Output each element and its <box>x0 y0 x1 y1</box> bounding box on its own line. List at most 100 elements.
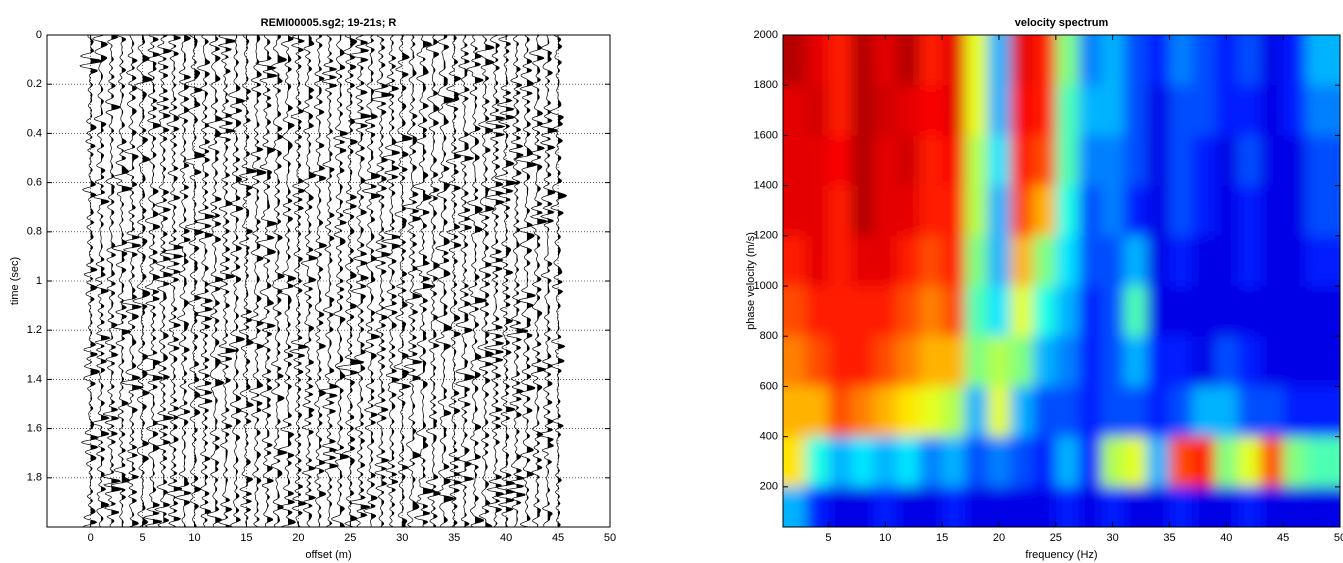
trace <box>183 35 206 527</box>
spectrum-cell <box>1192 336 1216 387</box>
spectrum-cell <box>1078 185 1102 237</box>
spectrum-cell <box>805 486 829 527</box>
spectrum-cell <box>896 386 920 438</box>
y-tick-label: 0.2 <box>27 78 42 90</box>
spectrum-cell <box>1169 185 1193 237</box>
spectrum-cell <box>1305 135 1340 187</box>
trace <box>153 35 175 527</box>
trace <box>335 35 365 527</box>
spectrum-cell <box>1055 386 1080 438</box>
spectrum-cell <box>1169 336 1193 387</box>
spectrum-cell <box>1033 486 1057 527</box>
spectrum-cell <box>987 85 1011 136</box>
spectrum-cell <box>1283 286 1307 337</box>
spectrum-cell <box>896 135 920 187</box>
x-tick-label: 45 <box>1277 532 1289 544</box>
trace-fill <box>101 35 110 527</box>
trace <box>270 35 288 527</box>
spectrum-cell <box>1237 185 1261 237</box>
spectrum-cell <box>1260 386 1284 438</box>
spectrum-cell <box>919 185 943 237</box>
spectrum-cell <box>896 35 920 86</box>
spectrum-cell <box>851 386 875 438</box>
spectrum-cell <box>942 235 966 287</box>
spectrum-cell <box>896 185 920 237</box>
trace-fill <box>236 35 245 527</box>
spectrum-cell <box>1010 286 1034 337</box>
spectrum-cell <box>919 135 943 187</box>
spectrum-cell <box>1010 185 1034 237</box>
y-tick-label: 200 <box>760 481 778 493</box>
spectrum-cell <box>919 235 943 287</box>
spectrum-cell <box>805 135 829 187</box>
y-tick-label: 800 <box>760 330 778 342</box>
spectrum-cell <box>1101 386 1125 438</box>
trace <box>370 35 394 527</box>
spectrum-cell <box>1169 135 1193 187</box>
y-tick-label: 0.8 <box>27 226 42 238</box>
spectrum-cell <box>783 235 807 287</box>
spectrum-cell <box>1260 336 1284 387</box>
y-tick-label: 1.8 <box>27 472 42 484</box>
spectrum-cell <box>987 35 1011 86</box>
spectrum-cell <box>1169 286 1193 337</box>
spectrum-cell <box>873 486 898 527</box>
spectrum-cell <box>851 336 875 387</box>
spectrum-cell <box>896 436 920 488</box>
spectrum-cell <box>1237 386 1261 438</box>
spectrum-cell <box>1101 235 1125 287</box>
spectrum-cell <box>1169 35 1193 86</box>
spectrum-cell <box>1214 85 1239 136</box>
spectrum-cell <box>942 436 966 488</box>
y-tick-label: 0.4 <box>27 127 42 139</box>
spectrum-cell <box>1010 35 1034 86</box>
trace-fill <box>558 35 567 527</box>
chart-title: REMI00005.sg2; 19-21s; R <box>261 17 397 29</box>
spectrum-cell <box>1101 436 1125 488</box>
y-tick-label: 1.6 <box>27 423 42 435</box>
spectrum-cell <box>1055 286 1080 337</box>
spectrum-cell <box>1169 386 1193 438</box>
spectrum-cell <box>1010 486 1034 527</box>
spectrum-cell <box>1146 336 1170 387</box>
axes-frame <box>46 34 611 528</box>
y-tick-label: 0.6 <box>27 177 42 189</box>
trace-fill <box>547 35 558 527</box>
spectrum-cell <box>1192 235 1216 287</box>
spectrum-cell <box>896 286 920 337</box>
spectrum-cell <box>987 185 1011 237</box>
trace-fill <box>121 35 133 527</box>
spectrum-cell <box>1124 235 1148 287</box>
x-tick-label: 10 <box>188 532 200 544</box>
spectrum-cell <box>1214 486 1239 527</box>
spectrum-cell <box>1078 286 1102 337</box>
trace-fill <box>443 35 455 527</box>
spectrum-cell <box>851 35 875 86</box>
trace <box>311 35 328 527</box>
spectrum-cell <box>828 235 852 287</box>
x-tick-label: 40 <box>1220 532 1232 544</box>
spectrum-cell <box>783 386 807 438</box>
spectrum-cell <box>1078 386 1102 438</box>
spectrum-cell <box>783 85 807 136</box>
spectrum-cell <box>1237 85 1261 136</box>
spectrum-cell <box>783 436 807 488</box>
spectrum-cell <box>1260 486 1284 527</box>
spectrum-cell <box>1033 135 1057 187</box>
spectrum-cell <box>942 336 966 387</box>
spectrum-cell <box>1010 85 1034 136</box>
spectrum-cell <box>783 286 807 337</box>
spectrum-cell <box>1010 336 1034 387</box>
spectrum-cell <box>1192 286 1216 337</box>
spectrum-cell <box>1305 386 1340 438</box>
spectrum-cell <box>919 436 943 488</box>
spectrum-cell <box>1055 35 1080 86</box>
spectrum-cell <box>805 85 829 136</box>
spectrum-cell <box>828 185 852 237</box>
spectrum-cell <box>828 35 852 86</box>
spectrum-cell <box>1305 336 1340 387</box>
trace-fill <box>256 35 267 527</box>
spectrum-cell <box>1033 35 1057 86</box>
spectrum-cell <box>873 436 898 488</box>
